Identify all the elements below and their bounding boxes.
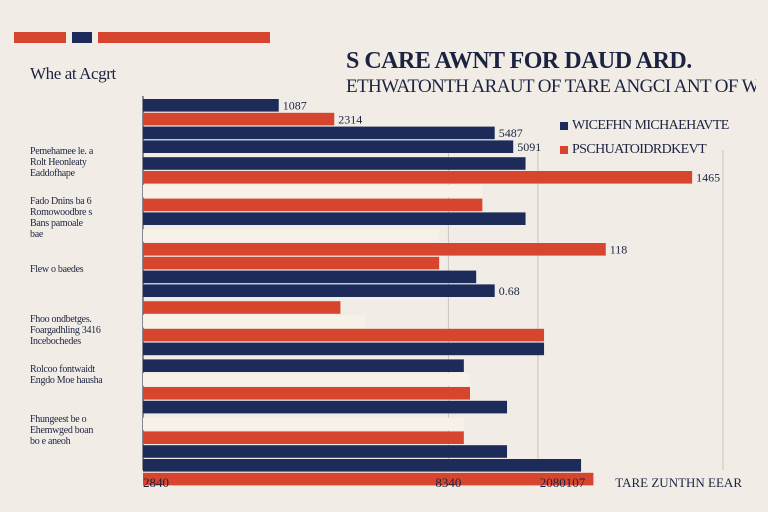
x-axis-label: TARE ZUNTHN EEAR	[615, 475, 742, 490]
y-axis-label: Whe at Acgrt	[30, 64, 116, 83]
bar-4	[143, 157, 526, 170]
legend-item-0: WICEFHN MICHAEHAVTE	[560, 118, 756, 134]
bar-3	[143, 140, 514, 153]
bar-14	[143, 301, 341, 314]
bar-5	[143, 171, 693, 184]
bar-6	[143, 184, 483, 198]
bar-24	[143, 445, 508, 458]
bar-9	[143, 229, 440, 242]
bar-19	[143, 373, 471, 386]
category-label-0: Pemehamee le. a Rolt Heonleaty Eaddofhap…	[30, 146, 93, 179]
bar-11	[143, 256, 440, 270]
bar-value-label-10: 118	[610, 243, 628, 257]
bar-value-label-0: 1087	[283, 99, 307, 113]
bar-10	[143, 243, 606, 256]
bar-20	[143, 387, 471, 400]
category-label-3: Fhoo ondbetges. Foargadhling 3416 Incebo…	[30, 314, 101, 347]
legend-swatch-1	[560, 145, 568, 154]
chart-subtitle: ETHWATONTH ARAUT OF TARE ANGCI ANT OF WE…	[346, 76, 756, 97]
bar-22	[143, 417, 464, 431]
top-stripe-red-left	[14, 32, 66, 43]
bar-value-label-13: 0.68	[499, 284, 520, 298]
bar-2	[143, 126, 495, 140]
bar-21	[143, 400, 508, 414]
bar-value-label-5: 1465	[696, 171, 720, 185]
bar-18	[143, 359, 464, 372]
top-stripe-navy	[72, 32, 92, 43]
bar-0	[143, 99, 279, 112]
bar-17	[143, 342, 545, 356]
bar-12	[143, 270, 477, 284]
legend-label-1: PSCHUATOIDRDKEVT	[572, 142, 707, 157]
legend-label-0: WICEFHN MICHAEHAVTE	[572, 118, 729, 133]
bar-1	[143, 112, 335, 126]
category-label-4: Rolcoo fontwaidt Engdo Moe hausha	[30, 364, 103, 386]
bar-value-label-3: 5091	[517, 140, 541, 154]
legend-item-1: PSCHUATOIDRDKEVT	[560, 142, 756, 158]
bar-16	[143, 328, 545, 342]
chart-title: S CARE AWNT FOR DAUD ARD.	[346, 48, 692, 74]
legend-swatch-0	[560, 121, 568, 130]
x-tick-label-2: 2080107	[540, 475, 586, 490]
top-stripe-red-right	[98, 32, 270, 43]
bar-26	[143, 472, 594, 486]
bar-8	[143, 212, 526, 225]
bar-value-label-1: 2314	[338, 112, 362, 126]
bar-15	[143, 315, 366, 328]
x-tick-label-1: 8340	[435, 475, 461, 490]
bar-23	[143, 431, 464, 444]
category-label-1: Fado Dnins ba 6 Romowoodbre s Bans pamoa…	[30, 196, 92, 240]
bar-13	[143, 284, 495, 297]
category-label-2: Flew o baedes	[30, 264, 84, 275]
bar-25	[143, 459, 582, 472]
bar-7	[143, 198, 483, 212]
bar-value-label-2: 5487	[499, 126, 523, 140]
category-label-5: Fhungeest be o Ehemwged boan bo e aneoh	[30, 414, 94, 447]
x-tick-label-0: 2840	[143, 475, 169, 490]
